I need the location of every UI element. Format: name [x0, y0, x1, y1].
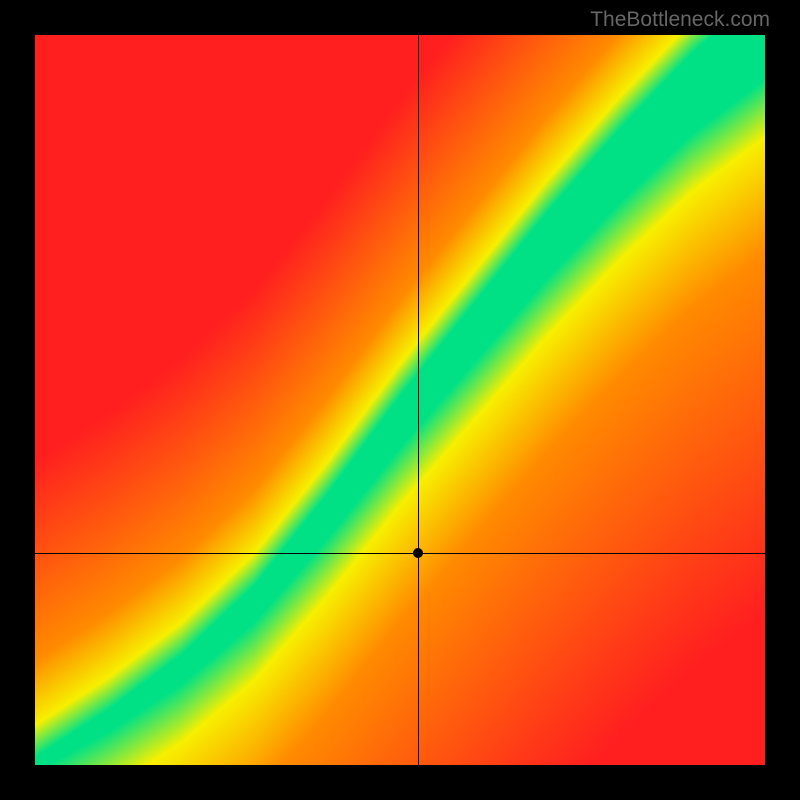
watermark-text: TheBottleneck.com — [590, 8, 770, 32]
heatmap-canvas — [35, 35, 765, 765]
crosshair-dot — [413, 548, 423, 558]
crosshair-horizontal — [35, 553, 765, 554]
plot-area — [35, 35, 765, 765]
crosshair-vertical — [418, 35, 419, 765]
